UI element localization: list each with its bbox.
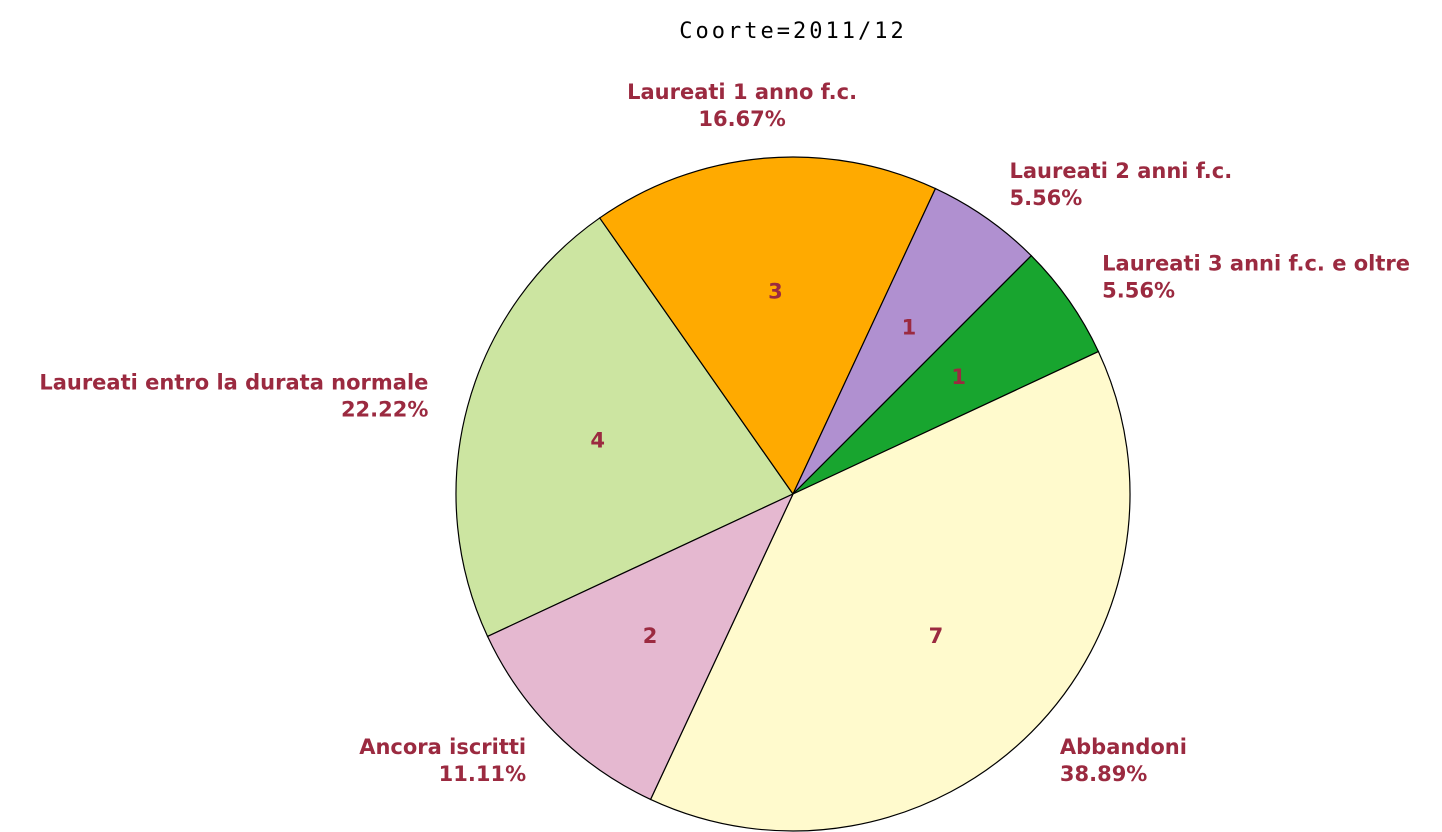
percent-label: 16.67% <box>698 107 785 131</box>
category-label: Laureati 2 anni f.c. <box>1009 159 1232 183</box>
slice-value-label: 1 <box>951 365 966 389</box>
percent-label: 38.89% <box>1060 762 1147 786</box>
category-label: Abbandoni <box>1060 735 1187 759</box>
slice-value-label: 2 <box>643 624 658 648</box>
slice-value-label: 4 <box>590 429 605 453</box>
percent-label: 5.56% <box>1009 186 1082 210</box>
pie-slice <box>455 217 794 638</box>
pie-slice <box>598 156 937 496</box>
slice-value-label: 1 <box>902 315 917 339</box>
chart-title: Coorte=2011/12 <box>679 19 906 44</box>
pie-slice <box>486 492 795 801</box>
slice-value-label: 7 <box>929 624 944 648</box>
category-label: Laureati 1 anno f.c. <box>627 80 857 104</box>
pie-slice <box>649 350 1131 832</box>
slice-value-label: 3 <box>768 280 783 304</box>
percent-label: 11.11% <box>439 762 526 786</box>
category-label: Ancora iscritti <box>359 735 526 759</box>
category-label: Laureati entro la durata normale <box>39 370 428 394</box>
percent-label: 22.22% <box>341 397 428 421</box>
percent-label: 5.56% <box>1102 279 1175 303</box>
category-label: Laureati 3 anni f.c. e oltre <box>1102 252 1410 276</box>
